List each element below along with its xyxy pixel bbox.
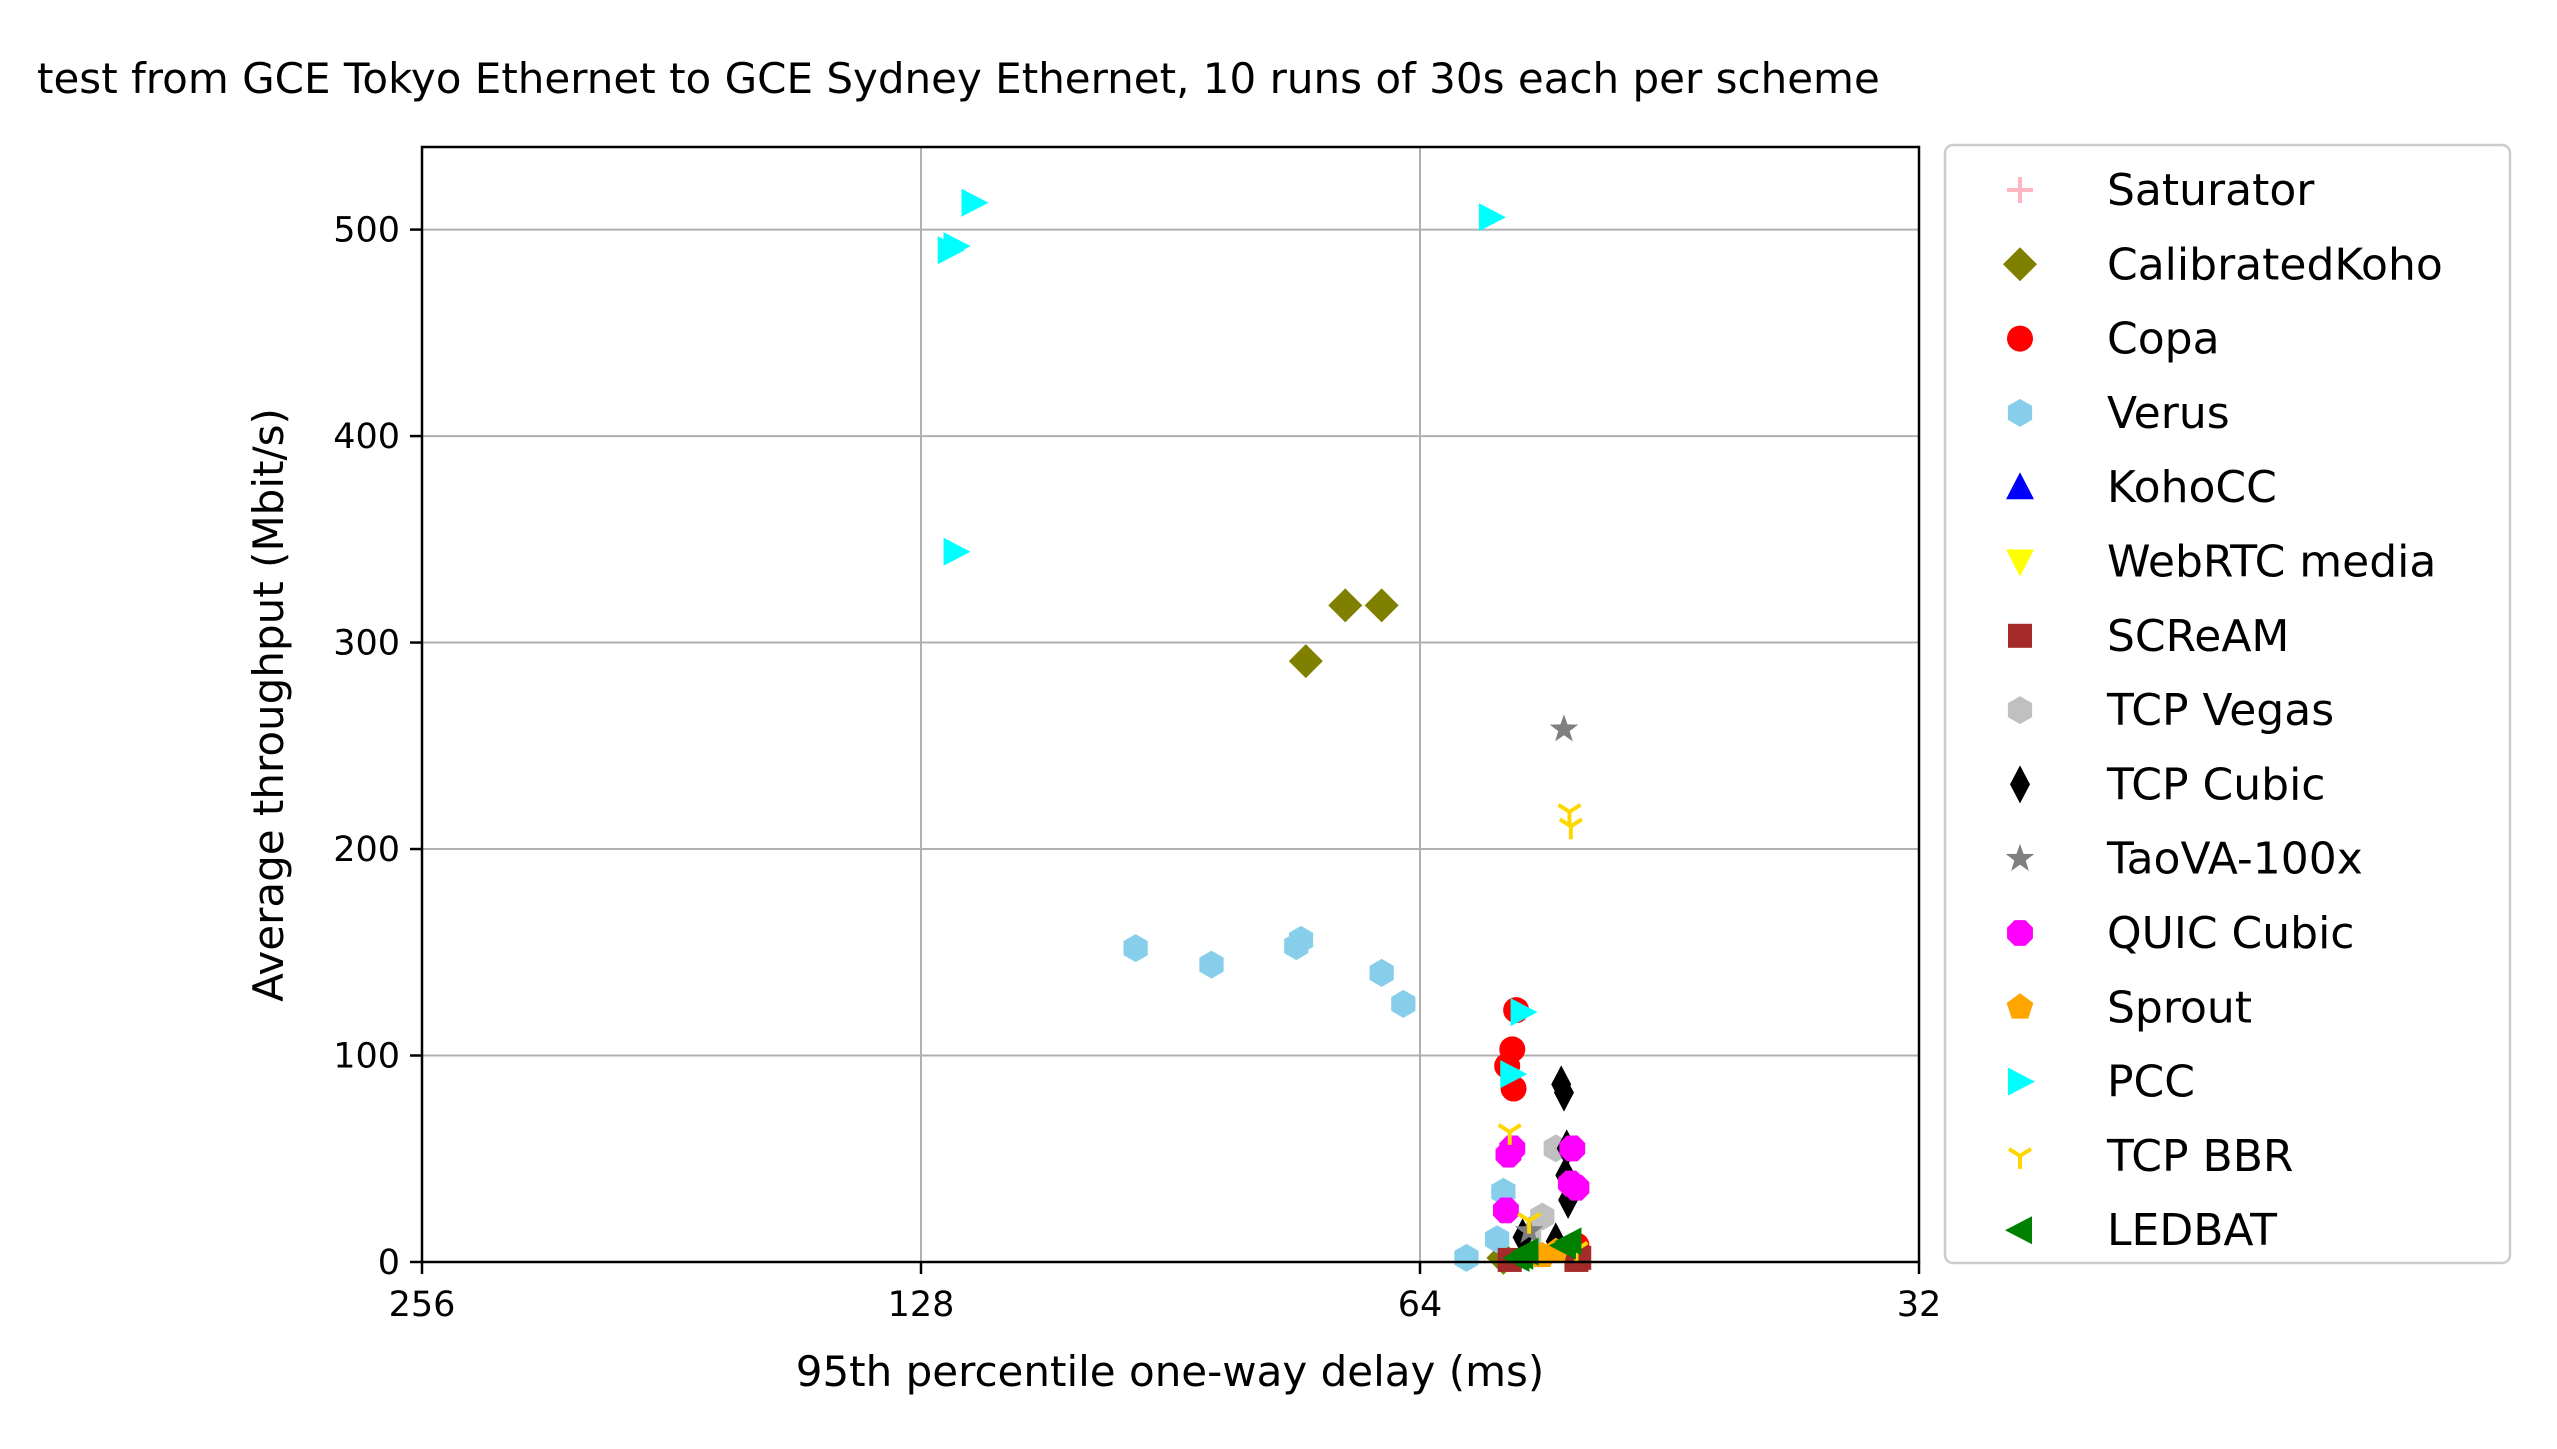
legend-label: Verus [2107,388,2230,439]
legend-marker [2007,325,2033,352]
x-tick-label: 32 [1897,1285,1942,1325]
legend-marker [2006,549,2034,577]
data-point [1288,644,1323,679]
legend-label: TCP Cubic [2106,759,2326,810]
legend-entry: Sprout [2006,982,2252,1033]
data-point [1510,998,1538,1027]
legend-marker [2008,1067,2035,1096]
legend-entry: Verus [2007,388,2230,439]
data-point [1553,1073,1574,1112]
legend-marker [2007,177,2033,203]
gridlines [421,147,1920,1263]
legend-marker [2006,993,2034,1019]
data-point [1454,1243,1479,1272]
plot-area: 256 128 64 32 0 100 200 300 400 500 [333,145,1941,1325]
chart-title: test from GCE Tokyo Ethernet to GCE Sydn… [37,54,1880,103]
data-point [943,537,971,566]
y-tick-label: 300 [333,624,400,664]
legend: Saturator CalibratedKoho Copa Verus KohoCC We… [1943,143,2512,1265]
legend-label: LEDBAT [2107,1205,2277,1256]
data-point [1517,1212,1542,1234]
legend-marker [2007,696,2033,725]
legend-label: TCP Vegas [2106,685,2334,736]
legend-label: PCC [2107,1057,2195,1108]
legend-label: Sprout [2107,982,2252,1033]
data-point [1500,1060,1528,1089]
data-point [1478,203,1506,232]
data-point [961,188,989,217]
legend-marker [2006,472,2034,500]
legend-entry: SCReAM [2008,611,2289,662]
data-point [1563,1174,1590,1201]
legend-label: CalibratedKoho [2107,239,2443,290]
data-point [1554,1227,1582,1256]
legend-frame [1943,143,2512,1265]
data-point [1558,817,1583,840]
legend-entry: Copa [2007,314,2220,365]
y-tick-label: 100 [333,1037,400,1077]
legend-marker [2007,920,2033,946]
legend-marker [2005,1216,2032,1245]
data-point [1495,1141,1522,1168]
legend-label: SCReAM [2107,611,2289,662]
legend-marker [2007,1147,2033,1169]
legend-marker [2010,765,2030,804]
plot-frame [420,145,1921,1264]
data-point [1492,1197,1519,1224]
legend-entry: TCP Vegas [2007,685,2334,736]
data-point [1530,1202,1555,1231]
legend-marker [2005,843,2035,871]
y-axis-label: Average throughput (Mbit/s) [244,408,293,1002]
legend-entry: Saturator [2007,165,2315,216]
x-tick-label: 64 [1398,1285,1443,1325]
data-point [1391,989,1416,1018]
y-tick-label: 400 [333,417,400,457]
legend-entry: QUIC Cubic [2007,908,2354,959]
data-point [1328,588,1363,623]
legend-entry: LEDBAT [2005,1205,2277,1256]
data-point [1123,934,1148,963]
x-tick-label: 128 [888,1285,955,1325]
data-point [1549,714,1579,742]
legend-entry: CalibratedKoho [2003,239,2443,290]
legend-entry: KohoCC [2006,462,2277,513]
legend-label: TCP BBR [2106,1131,2293,1182]
data-point [1502,1243,1530,1272]
data-point [1369,958,1394,987]
legend-label: TaoVA-100x [2106,834,2363,885]
data-points [937,188,1592,1275]
legend-label: WebRTC media [2107,537,2436,588]
axis-ticks: 256 128 64 32 0 100 200 300 400 500 [333,211,1941,1325]
legend-label: Saturator [2107,165,2315,216]
data-point [1484,1225,1510,1254]
legend-entry: TCP Cubic [2010,759,2326,810]
data-point [943,232,971,261]
y-tick-label: 0 [378,1243,400,1283]
legend-marker [2008,623,2032,648]
x-axis-label: 95th percentile one-way delay (ms) [796,1347,1545,1396]
legend-label: KohoCC [2107,462,2277,513]
legend-marker [2007,398,2033,427]
data-point [1199,950,1224,979]
legend-label: Copa [2107,314,2220,365]
y-tick-label: 500 [333,211,400,251]
legend-entry: TaoVA-100x [2005,834,2363,885]
y-tick-label: 200 [333,830,400,870]
legend-entry: WebRTC media [2006,537,2436,588]
x-tick-label: 256 [389,1285,456,1325]
legend-entry: PCC [2008,1057,2195,1108]
data-point [1364,588,1399,623]
legend-marker [2003,247,2037,282]
data-point [1497,1123,1522,1145]
legend-entry: TCP BBR [2007,1131,2293,1182]
legend-label: QUIC Cubic [2107,908,2354,959]
legend-entries: Saturator CalibratedKoho Copa Verus KohoCC We… [2003,165,2443,1256]
data-point [1559,1135,1586,1162]
data-point [1557,803,1582,825]
data-point [1288,925,1314,954]
